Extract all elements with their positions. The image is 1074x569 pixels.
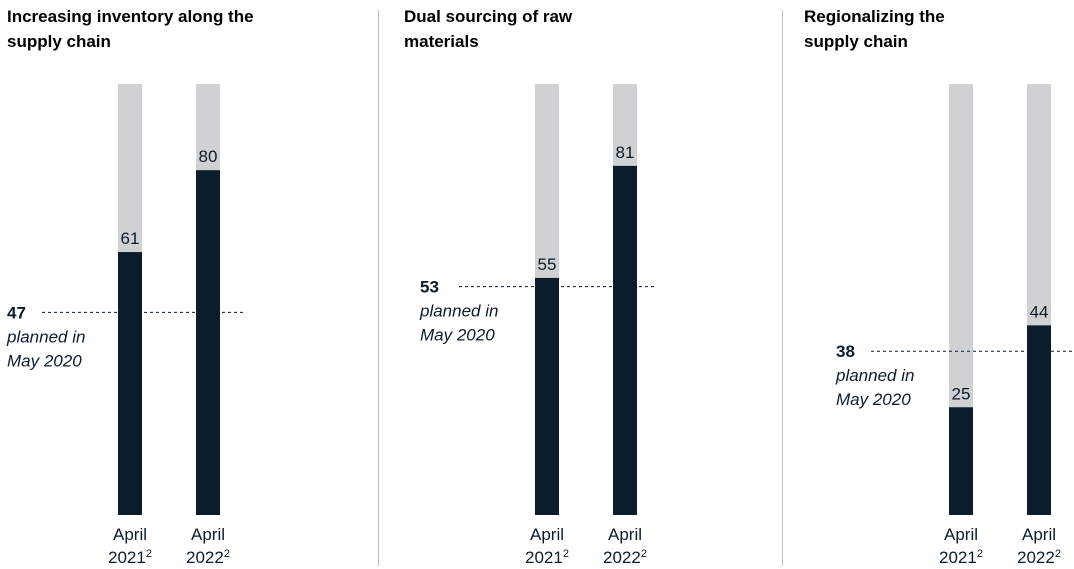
x-tick-label: April	[1022, 525, 1056, 544]
x-tick-year: 2022	[603, 548, 641, 567]
bar	[1027, 325, 1051, 515]
footnote-marker: 2	[641, 548, 647, 560]
x-tick-year: 2022	[1017, 548, 1055, 567]
x-tick-label: 20222	[603, 548, 647, 567]
x-tick-year: 2021	[108, 548, 146, 567]
reference-note: planned in	[835, 366, 914, 385]
reference-note: May 2020	[420, 326, 495, 345]
x-tick-label: 20222	[1017, 548, 1061, 567]
footnote-marker: 2	[977, 548, 983, 560]
panel-divider	[782, 10, 783, 566]
footnote-marker: 2	[563, 548, 569, 560]
x-tick-label: 20222	[186, 548, 230, 567]
bar	[949, 407, 973, 515]
reference-note: May 2020	[836, 390, 911, 409]
bar-value-label: 44	[1030, 302, 1049, 321]
x-tick-label: 20212	[939, 548, 983, 567]
x-tick-year: 2021	[525, 548, 563, 567]
x-tick-year: 2021	[939, 548, 977, 567]
bar-value-label: 80	[199, 147, 218, 166]
x-tick-label: April	[191, 525, 225, 544]
bar	[613, 165, 637, 515]
x-tick-label: April	[608, 525, 642, 544]
x-tick-label: April	[113, 525, 147, 544]
bar	[535, 277, 559, 515]
x-tick-label: 20212	[525, 548, 569, 567]
bar-value-label: 55	[538, 255, 557, 274]
footnote-marker: 2	[224, 548, 230, 560]
bar	[196, 170, 220, 515]
reference-note: planned in	[6, 327, 85, 346]
footnote-marker: 2	[146, 548, 152, 560]
bar-value-label: 25	[952, 384, 971, 403]
reference-note: planned in	[419, 302, 498, 321]
reference-value-label: 47	[7, 303, 26, 322]
x-tick-year: 2022	[186, 548, 224, 567]
footnote-marker: 2	[1055, 548, 1061, 560]
x-tick-label: April	[530, 525, 564, 544]
x-tick-label: April	[944, 525, 978, 544]
reference-note: May 2020	[7, 351, 82, 370]
bar-value-label: 81	[616, 143, 635, 162]
reference-value-label: 38	[836, 342, 855, 361]
panel-title-dual-sourcing: Dual sourcing of raw materials	[404, 7, 573, 51]
panel-title-regionalizing: Regionalizing the supply chain	[804, 7, 945, 51]
reference-value-label: 53	[420, 278, 439, 297]
x-tick-label: 20212	[108, 548, 152, 567]
panel-title-inventory: Increasing inventory along the supply ch…	[7, 7, 254, 51]
bar	[118, 252, 142, 515]
panel-divider	[378, 10, 379, 566]
bar-value-label: 61	[121, 229, 140, 248]
